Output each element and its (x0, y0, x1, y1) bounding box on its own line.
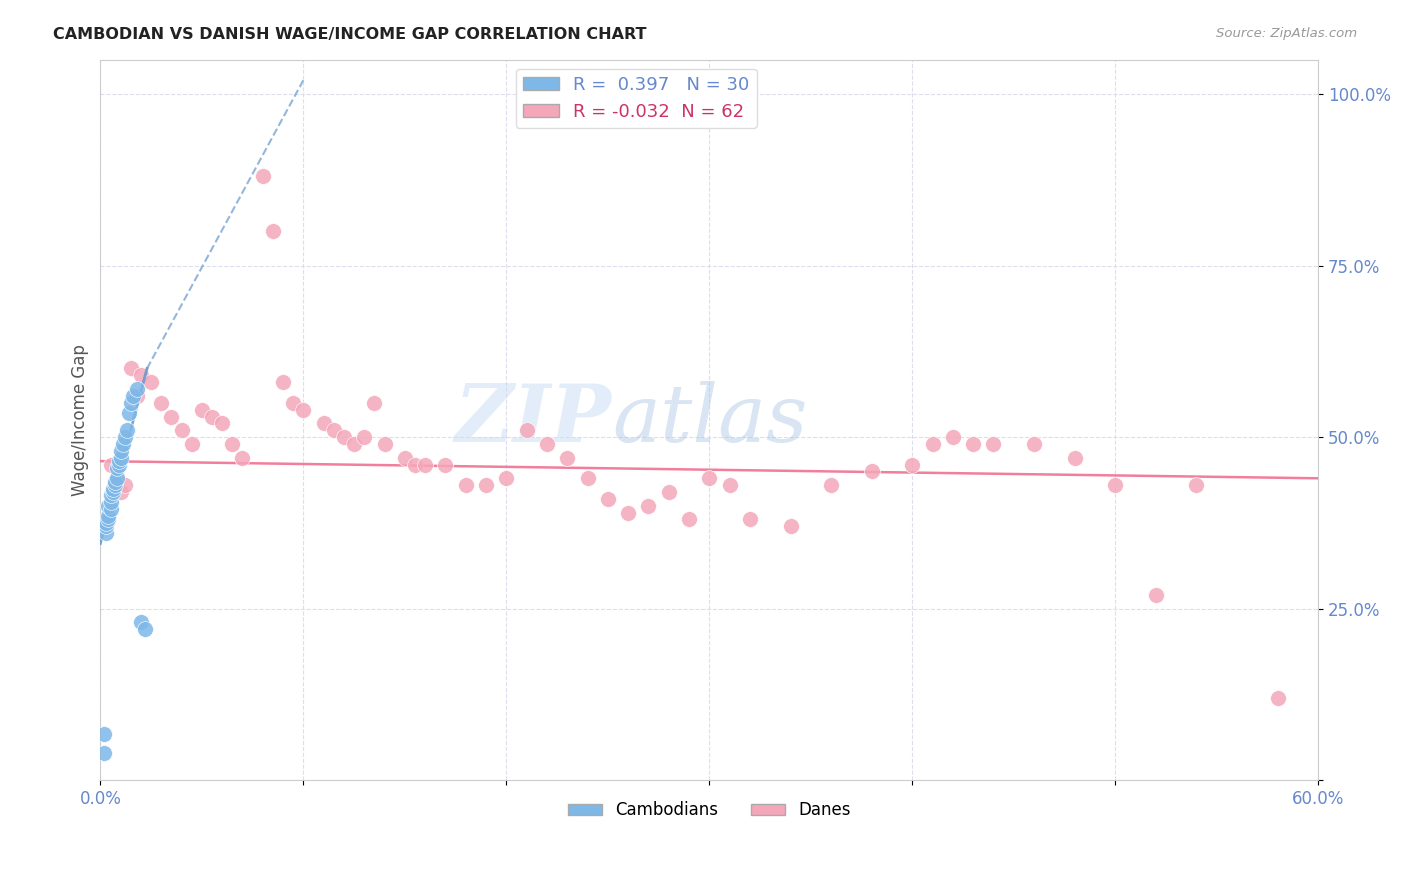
Point (97, 499, 120, 513)
Point (110, 450, 132, 465)
Point (820, 478, 842, 492)
Point (107, 458, 129, 472)
Point (103, 475, 125, 489)
Point (160, 409, 183, 424)
Point (105, 461, 128, 475)
Point (962, 437, 984, 451)
Point (658, 485, 681, 500)
Point (93, 726, 115, 740)
Point (101, 485, 124, 500)
Point (343, 437, 366, 451)
Point (637, 499, 659, 513)
Point (678, 512, 700, 526)
Point (312, 417, 335, 431)
Point (125, 382, 148, 396)
Point (860, 465, 883, 479)
Point (134, 622, 156, 636)
Point (110, 443, 132, 458)
Point (252, 169, 274, 184)
Point (129, 368, 152, 383)
Point (394, 450, 416, 465)
Point (718, 478, 741, 492)
Point (211, 417, 233, 431)
Point (125, 389, 148, 403)
Point (921, 437, 943, 451)
Point (97, 512, 120, 526)
Point (231, 450, 253, 465)
Point (1267, 690, 1289, 705)
Point (97, 509, 120, 524)
Point (555, 450, 578, 465)
Legend: Cambodians, Danes: Cambodians, Danes (561, 795, 858, 826)
Point (1022, 437, 1045, 451)
Point (404, 458, 426, 472)
Point (100, 495, 122, 509)
Point (129, 615, 152, 630)
Point (121, 389, 143, 403)
Point (283, 396, 305, 410)
Point (114, 478, 136, 492)
Text: CAMBODIAN VS DANISH WAGE/INCOME GAP CORRELATION CHART: CAMBODIAN VS DANISH WAGE/INCOME GAP CORR… (53, 27, 647, 42)
Point (596, 491, 619, 506)
Point (114, 430, 136, 444)
Point (454, 478, 477, 492)
Point (475, 478, 498, 492)
Point (779, 519, 801, 533)
Text: atlas: atlas (612, 381, 807, 458)
Point (413, 458, 436, 472)
Point (120, 361, 142, 376)
Point (516, 423, 538, 437)
Point (115, 423, 138, 437)
Point (262, 224, 284, 238)
Point (1063, 450, 1085, 465)
Point (105, 471, 128, 485)
Y-axis label: Wage/Income Gap: Wage/Income Gap (72, 344, 89, 496)
Point (201, 409, 224, 424)
Point (100, 488, 122, 502)
Point (118, 406, 141, 420)
Point (434, 458, 457, 472)
Point (697, 471, 720, 485)
Point (96, 519, 118, 533)
Point (738, 512, 761, 526)
Point (271, 375, 294, 389)
Point (373, 437, 395, 451)
Point (617, 506, 640, 520)
Point (901, 458, 924, 472)
Point (96, 516, 118, 530)
Point (353, 430, 375, 444)
Point (536, 437, 558, 451)
Point (120, 396, 142, 410)
Point (322, 423, 344, 437)
Point (292, 402, 315, 417)
Point (180, 437, 202, 451)
Point (1185, 478, 1208, 492)
Point (111, 437, 134, 451)
Point (139, 375, 162, 389)
Text: ZIP: ZIP (456, 381, 612, 458)
Point (1104, 478, 1126, 492)
Point (100, 502, 122, 516)
Point (100, 458, 122, 472)
Point (576, 471, 599, 485)
Point (221, 437, 243, 451)
Point (1144, 588, 1167, 602)
Point (170, 423, 193, 437)
Point (105, 471, 128, 485)
Point (150, 396, 173, 410)
Point (93, 746, 115, 760)
Point (110, 485, 132, 500)
Point (103, 478, 125, 492)
Point (942, 430, 965, 444)
Point (333, 430, 356, 444)
Point (983, 437, 1005, 451)
Text: Source: ZipAtlas.com: Source: ZipAtlas.com (1216, 27, 1357, 40)
Point (101, 482, 124, 496)
Point (96, 526, 118, 541)
Point (495, 471, 517, 485)
Point (107, 454, 129, 468)
Point (363, 396, 385, 410)
Point (191, 402, 214, 417)
